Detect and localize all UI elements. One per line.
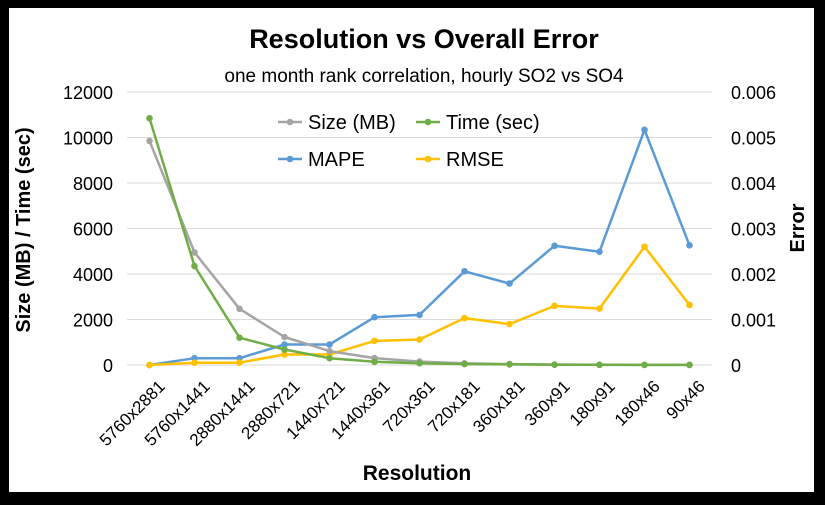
left-axis-tick-labels: 0 2000 4000 6000 8000 10000 12000 bbox=[63, 83, 113, 376]
legend-marker bbox=[424, 118, 432, 126]
data-point-mape bbox=[281, 341, 288, 348]
data-point-time-sec bbox=[191, 262, 198, 270]
y-axis-right-label: Error bbox=[787, 203, 809, 252]
y-axis-left-label: Size (MB) / Time (sec) bbox=[13, 127, 35, 332]
data-point-time-sec bbox=[506, 361, 513, 368]
data-point-size-mb bbox=[146, 137, 153, 145]
data-point-mape bbox=[191, 354, 198, 362]
data-point-rmse bbox=[146, 361, 153, 369]
legend-label: MAPE bbox=[308, 149, 365, 171]
data-point-mape bbox=[326, 341, 333, 348]
data-point-rmse bbox=[596, 305, 603, 312]
y-left-tick-label: 2000 bbox=[73, 311, 113, 331]
data-point-mape bbox=[641, 126, 648, 134]
y-left-tick-label: 10000 bbox=[63, 129, 113, 149]
data-point-time-sec bbox=[641, 361, 648, 369]
legend-marker bbox=[286, 118, 294, 126]
y-right-tick-label: 0 bbox=[731, 356, 741, 376]
data-point-rmse bbox=[506, 320, 513, 328]
data-point-rmse bbox=[236, 359, 243, 367]
data-point-time-sec bbox=[416, 359, 423, 367]
data-point-mape bbox=[686, 242, 693, 249]
data-point-mape bbox=[596, 248, 603, 256]
x-axis-label: Resolution bbox=[363, 462, 472, 485]
data-point-time-sec bbox=[146, 114, 153, 122]
legend-marker bbox=[286, 155, 294, 163]
legend-label: RMSE bbox=[446, 149, 504, 171]
y-right-tick-label: 0.001 bbox=[731, 311, 776, 331]
y-left-tick-label: 4000 bbox=[73, 265, 113, 285]
y-right-tick-label: 0.006 bbox=[731, 83, 776, 103]
data-point-mape bbox=[506, 280, 513, 287]
legend: Size (MB) Time (sec) MAPE RMSE bbox=[278, 112, 540, 171]
legend-marker bbox=[424, 155, 432, 163]
y-right-tick-label: 0.002 bbox=[731, 265, 776, 285]
data-point-rmse bbox=[281, 351, 288, 358]
data-point-size-mb bbox=[326, 347, 333, 355]
data-point-mape bbox=[236, 354, 243, 362]
y-left-tick-label: 0 bbox=[103, 356, 113, 376]
data-point-rmse bbox=[551, 302, 558, 310]
data-point-size-mb bbox=[236, 305, 243, 313]
chart-title: Resolution vs Overall Error bbox=[249, 24, 599, 54]
y-left-tick-label: 8000 bbox=[73, 174, 113, 194]
y-right-tick-label: 0.003 bbox=[731, 220, 776, 240]
data-point-rmse bbox=[641, 243, 648, 250]
data-point-rmse bbox=[191, 359, 198, 367]
data-point-mape bbox=[551, 242, 558, 250]
data-point-time-sec bbox=[686, 361, 693, 369]
gridlines bbox=[127, 91, 712, 366]
data-point-mape bbox=[461, 267, 468, 275]
legend-label: Time (sec) bbox=[446, 112, 540, 134]
data-point-mape bbox=[371, 313, 378, 321]
data-point-time-sec bbox=[371, 358, 378, 366]
data-point-time-sec bbox=[461, 360, 468, 368]
series-layer bbox=[146, 114, 693, 369]
data-point-size-mb bbox=[281, 333, 288, 341]
chart-background bbox=[9, 8, 814, 492]
legend-label: Size (MB) bbox=[308, 112, 396, 134]
data-point-time-sec bbox=[326, 354, 333, 362]
data-point-time-sec bbox=[236, 334, 243, 342]
y-right-tick-label: 0.005 bbox=[731, 129, 776, 149]
chart-subtitle: one month rank correlation, hourly SO2 v… bbox=[224, 66, 624, 87]
data-point-size-mb bbox=[191, 249, 198, 256]
data-point-rmse bbox=[686, 301, 693, 309]
data-point-rmse bbox=[461, 314, 468, 322]
y-left-tick-label: 6000 bbox=[73, 220, 113, 240]
data-point-mape bbox=[416, 311, 423, 319]
y-left-tick-label: 12000 bbox=[63, 83, 113, 103]
data-point-rmse bbox=[371, 337, 378, 345]
data-point-time-sec bbox=[551, 361, 558, 368]
data-point-time-sec bbox=[281, 346, 288, 353]
data-point-rmse bbox=[416, 336, 423, 343]
y-right-tick-label: 0.004 bbox=[731, 174, 776, 194]
right-axis-tick-labels: 0 0.001 0.002 0.003 0.004 0.005 0.006 bbox=[731, 83, 776, 376]
data-point-time-sec bbox=[596, 361, 603, 369]
